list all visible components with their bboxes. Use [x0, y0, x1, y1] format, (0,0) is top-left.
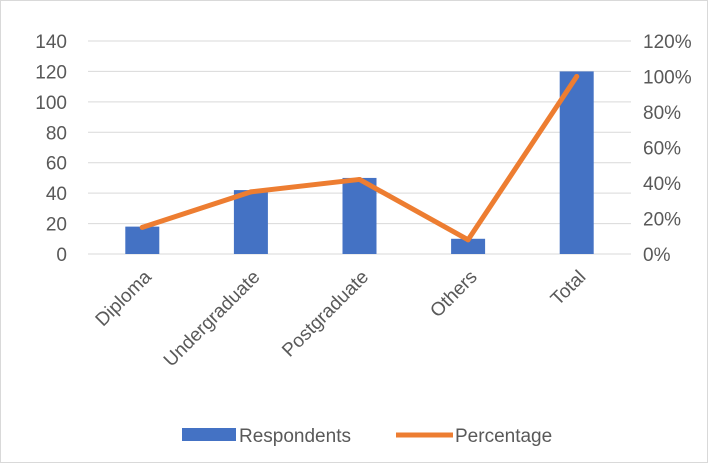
percentage-point [139, 224, 145, 230]
right-tick-label: 60% [643, 139, 681, 160]
legend-respondents-swatch [182, 428, 236, 441]
left-tick-label: 60 [46, 154, 67, 175]
category-labels: Diploma Undergraduate Postgraduate Others To… [92, 266, 591, 371]
percentage-point [574, 74, 580, 79]
percentage-point [248, 189, 254, 195]
respondents-bars [125, 71, 594, 254]
right-tick-label: 120% [643, 32, 692, 53]
legend-percentage-label: Percentage [455, 426, 552, 447]
right-tick-label: 0% [643, 245, 671, 266]
category-label: Others [426, 267, 481, 322]
right-axis-ticks: 0% 20% 40% 60% 80% 100% 120% [643, 32, 692, 266]
category-label: Diploma [92, 266, 156, 330]
respondents-bar [559, 71, 594, 254]
left-tick-label: 120 [35, 62, 67, 83]
category-label: Total [547, 267, 590, 310]
respondents-bar [451, 238, 486, 254]
right-tick-label: 20% [643, 210, 681, 231]
respondents-bar [233, 190, 268, 254]
legend-respondents-label: Respondents [239, 426, 351, 447]
right-tick-label: 80% [643, 103, 681, 124]
respondents-bar [125, 226, 160, 254]
right-tick-label: 100% [643, 68, 692, 89]
left-tick-label: 0 [56, 245, 67, 266]
percentage-line-group [139, 74, 580, 243]
left-tick-label: 40 [46, 184, 67, 205]
percentage-point [357, 176, 362, 182]
percentage-point [465, 237, 471, 243]
left-tick-label: 100 [35, 93, 67, 114]
left-axis-ticks: 0 20 40 60 80 100 120 140 [35, 32, 67, 266]
left-tick-label: 20 [46, 215, 67, 236]
left-tick-label: 80 [46, 123, 67, 144]
respondents-bar [342, 177, 377, 254]
right-tick-label: 40% [643, 174, 681, 195]
category-label: Postgraduate [278, 267, 373, 362]
left-tick-label: 140 [35, 32, 67, 53]
legend: Respondents Percentage [182, 426, 552, 447]
category-label: Undergraduate [160, 267, 264, 371]
